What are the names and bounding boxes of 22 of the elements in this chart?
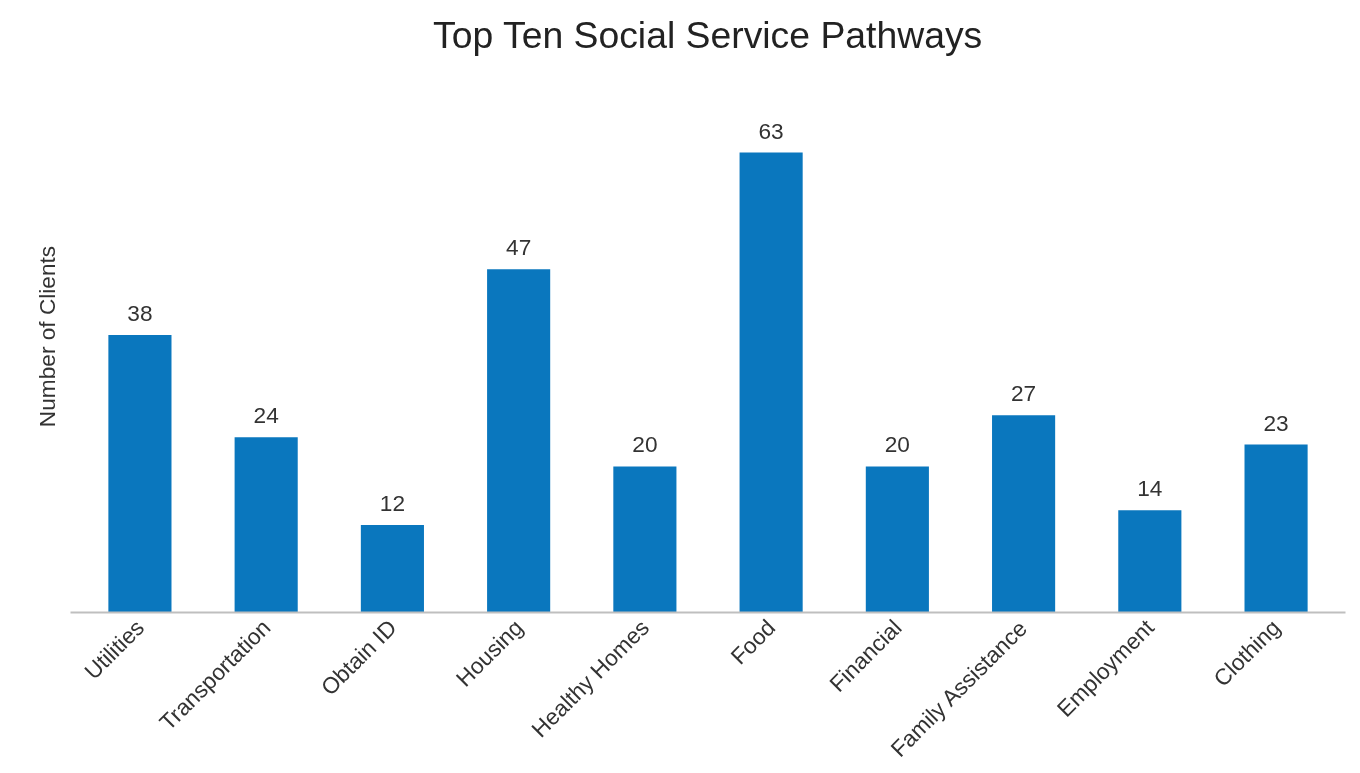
bar: [108, 335, 172, 613]
bar: [992, 415, 1056, 613]
data-label: 14: [1137, 475, 1163, 502]
data-label: 20: [632, 431, 658, 458]
chart-title: Top Ten Social Service Pathways: [433, 13, 983, 56]
data-label: 12: [379, 489, 406, 516]
bar: [1244, 444, 1308, 613]
y-axis-title: Number of Clients: [33, 245, 60, 428]
bar: [865, 466, 929, 613]
data-label: 38: [127, 300, 153, 327]
data-label: 20: [884, 431, 910, 458]
data-label: 47: [506, 234, 532, 261]
bar: [613, 466, 677, 613]
bar: [487, 269, 551, 613]
data-label: 24: [253, 402, 279, 429]
data-label: 23: [1263, 409, 1289, 436]
bar: [739, 152, 803, 613]
bar: [1118, 510, 1182, 613]
bar: [234, 437, 298, 613]
bar: [360, 524, 424, 613]
data-label: 63: [758, 117, 784, 144]
data-label: 27: [1010, 380, 1037, 407]
